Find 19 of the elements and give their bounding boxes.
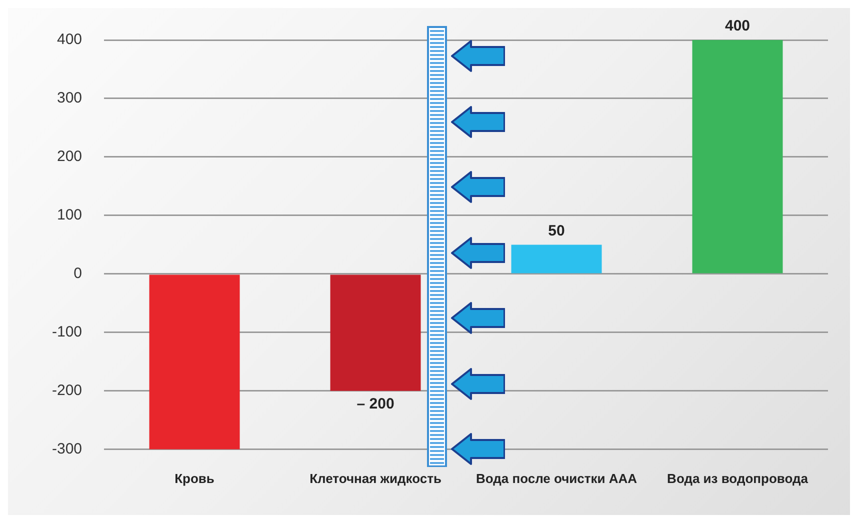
bar xyxy=(692,40,783,274)
y-tick-label: 400 xyxy=(56,31,82,48)
data-label: – 200 xyxy=(356,396,394,413)
x-tick-label: Клеточная жидкость xyxy=(310,470,442,486)
x-tick-label: Вода после очистки AAA xyxy=(476,470,638,486)
y-tick-label: 300 xyxy=(56,90,82,107)
y-tick-label: 100 xyxy=(56,206,82,224)
y-tick-label: 0 xyxy=(74,265,82,282)
y-tick-label: -300 xyxy=(52,440,82,458)
data-label: 400 xyxy=(724,18,750,35)
bar xyxy=(511,244,602,274)
x-tick-label: Вода из водопровода xyxy=(667,470,809,486)
bar xyxy=(149,274,240,450)
y-tick-label: 200 xyxy=(56,148,82,166)
bar xyxy=(330,274,421,391)
y-tick-label: -200 xyxy=(52,382,82,400)
x-tick-label: Кровь xyxy=(174,470,214,486)
y-tick-label: -100 xyxy=(52,324,82,341)
data-label: 50 xyxy=(548,222,565,240)
